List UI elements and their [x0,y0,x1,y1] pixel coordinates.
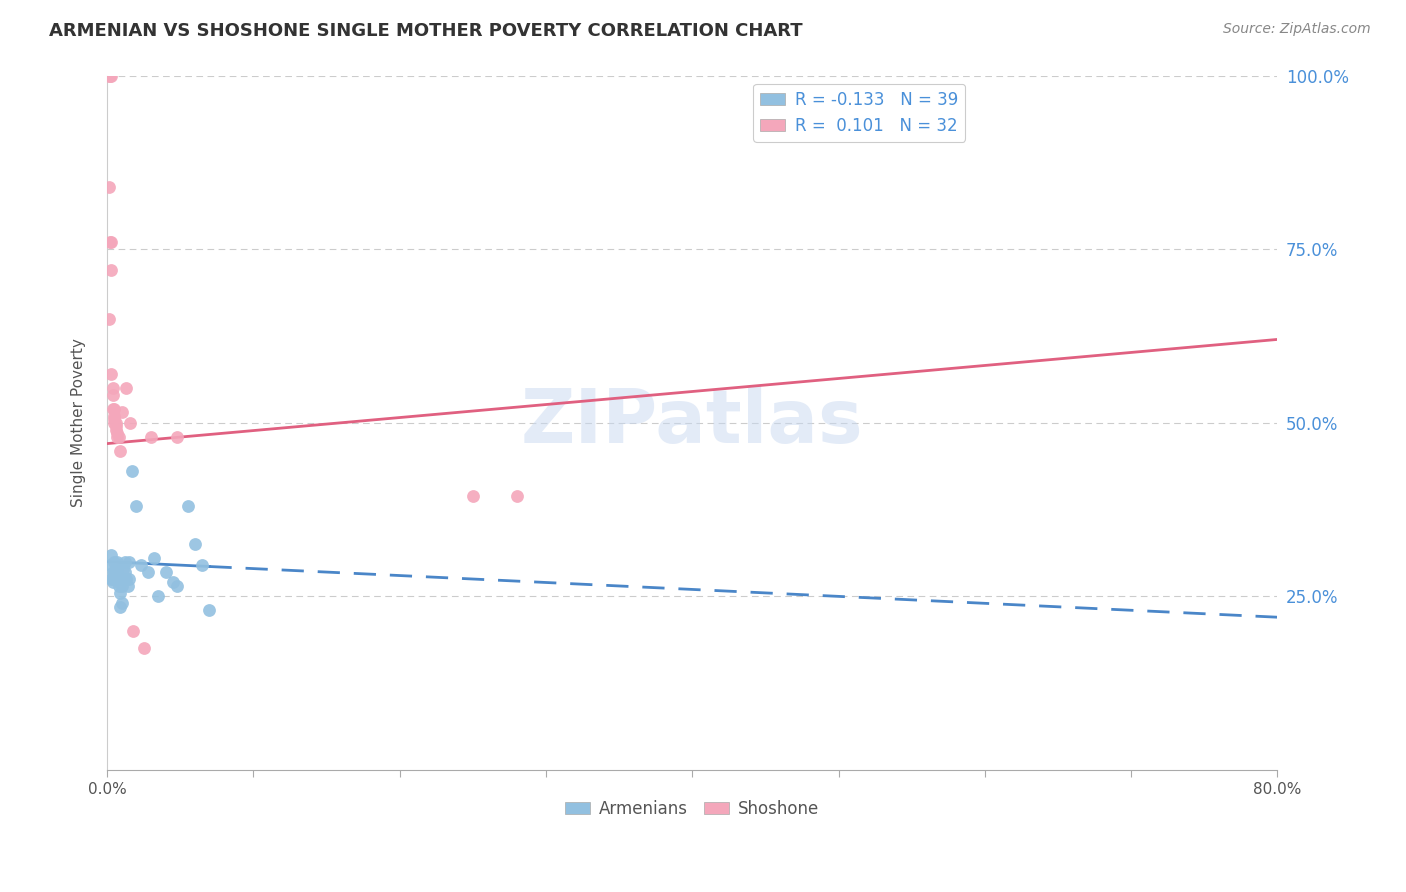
Point [101,381,124,395]
Point [98,558,121,573]
Point [118,572,141,586]
Point [100,263,122,277]
Point [139,430,162,444]
Point [105,555,128,569]
Point [155,565,177,579]
Point [142,551,165,566]
Point [103,412,125,426]
Point [105,426,128,441]
Point [104,419,127,434]
Point [98,69,121,83]
Point [107,430,129,444]
Point [100,235,122,250]
Point [98,235,121,250]
Point [104,568,127,582]
Text: ZIPatlas: ZIPatlas [522,386,863,459]
Point [162,575,184,590]
Point [103,401,125,416]
Point [191,558,214,573]
Point [100,367,122,381]
Point [101,572,124,586]
Point [103,555,125,569]
Point [136,565,159,579]
Point [97,179,120,194]
Point [122,624,145,639]
Point [111,579,134,593]
Point [101,401,124,416]
Point [107,579,129,593]
Point [104,561,127,575]
Point [100,69,122,83]
Point [105,565,128,579]
Point [129,558,152,573]
Point [166,579,188,593]
Point [112,561,135,575]
Point [103,409,125,423]
Point [111,405,134,419]
Point [110,443,132,458]
Point [101,575,124,590]
Point [198,603,221,617]
Point [101,565,124,579]
Point [104,416,127,430]
Point [114,555,136,569]
Point [166,430,188,444]
Text: ARMENIAN VS SHOSHONE SINGLE MOTHER POVERTY CORRELATION CHART: ARMENIAN VS SHOSHONE SINGLE MOTHER POVER… [49,22,803,40]
Point [111,596,134,610]
Point [103,416,125,430]
Point [101,388,124,402]
Point [184,537,207,551]
Point [97,69,120,83]
Point [104,423,127,437]
Point [112,572,135,586]
Point [100,548,122,562]
Point [114,565,136,579]
Point [107,572,129,586]
Point [148,590,170,604]
Y-axis label: Single Mother Poverty: Single Mother Poverty [72,338,86,508]
Text: Source: ZipAtlas.com: Source: ZipAtlas.com [1223,22,1371,37]
Point [121,464,143,478]
Point [506,489,529,503]
Point [110,586,132,600]
Point [100,572,122,586]
Point [115,381,138,395]
Point [120,416,142,430]
Point [176,499,198,513]
Point [117,579,139,593]
Point [110,599,132,614]
Point [132,641,155,656]
Point [97,311,120,326]
Legend: Armenians, Shoshone: Armenians, Shoshone [558,793,825,824]
Point [125,499,148,513]
Point [103,565,125,579]
Point [461,489,484,503]
Point [118,555,141,569]
Point [105,430,128,444]
Point [115,572,138,586]
